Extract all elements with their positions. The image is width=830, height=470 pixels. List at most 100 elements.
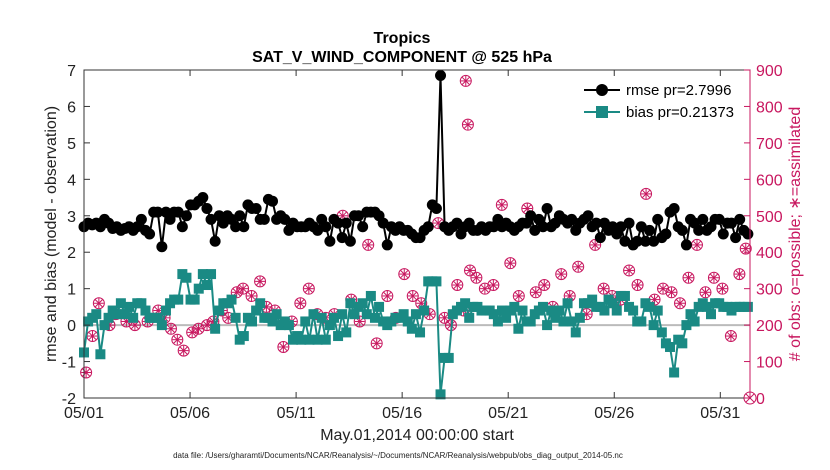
bias-point <box>628 305 639 316</box>
bias-point <box>91 309 102 320</box>
bias-point <box>283 320 294 331</box>
bias-point <box>636 316 647 327</box>
rmse-point <box>430 202 442 214</box>
rmse-point <box>631 235 643 247</box>
obs-assimilated-point <box>699 286 712 299</box>
obs-assimilated-point <box>451 279 464 292</box>
rmse-point <box>594 232 606 244</box>
obs-assimilated-point <box>724 330 737 343</box>
x-tick-label: 05/31 <box>700 405 740 422</box>
bias-point <box>742 301 753 312</box>
obs-assimilated-point <box>370 337 383 350</box>
bias-point <box>300 316 311 327</box>
bias-point <box>337 309 348 320</box>
y-tick-label-right: 200 <box>756 318 783 335</box>
rmse-point <box>320 221 332 233</box>
x-tick-label: 05/06 <box>170 405 210 422</box>
obs-assimilated-point <box>538 279 551 292</box>
bias-point <box>509 301 520 312</box>
y-axis-label-right: # of obs: o=possible; ∗=assimilated <box>787 107 804 361</box>
bias-point <box>374 301 385 312</box>
y-tick-label-right: 0 <box>756 391 765 408</box>
bias-point <box>460 298 471 309</box>
rmse-point <box>623 217 635 229</box>
bias-point <box>689 316 700 327</box>
obs-assimilated-point <box>80 366 93 379</box>
obs-assimilated-point <box>555 268 568 281</box>
bias-point <box>251 305 262 316</box>
bias-point <box>501 312 512 323</box>
legend: rmse pr=2.7996 bias pr=0.21373 <box>578 76 744 124</box>
bias-point <box>685 309 696 320</box>
bias-point <box>656 327 667 338</box>
obs-assimilated-point <box>623 264 636 277</box>
bias-point <box>566 316 577 327</box>
rmse-point <box>176 221 188 233</box>
bias-point <box>341 327 352 338</box>
rmse-point <box>324 235 336 247</box>
bias-point <box>665 341 676 352</box>
y-tick-label: -1 <box>62 355 76 372</box>
rmse-point <box>525 210 537 222</box>
bias-point <box>271 309 282 320</box>
bias-point <box>316 312 327 323</box>
bias-point <box>648 320 659 331</box>
obs-assimilated-point <box>640 187 653 200</box>
obs-assimilated-point <box>237 282 250 295</box>
rmse-point <box>451 217 463 229</box>
bias-point <box>140 305 151 316</box>
obs-assimilated-point <box>177 344 190 357</box>
rmse-point <box>590 217 602 229</box>
bias-point <box>435 389 446 400</box>
bias-point <box>546 305 557 316</box>
bias-point <box>537 301 548 312</box>
bias-point <box>156 320 167 331</box>
rmse-point <box>717 228 729 240</box>
y-tick-label: 1 <box>67 282 76 299</box>
rmse-point <box>377 217 389 229</box>
bias-point <box>599 305 610 316</box>
obs-assimilated-point <box>597 282 610 295</box>
rmse-point <box>648 235 660 247</box>
bias-point <box>111 309 122 320</box>
obs-assimilated-point <box>487 279 500 292</box>
bias-point <box>496 305 507 316</box>
chart-title: Tropics <box>374 30 431 47</box>
obs-assimilated-point <box>381 289 394 302</box>
obs-assimilated-point <box>665 286 678 299</box>
bias-point <box>701 301 712 312</box>
x-axis-label: May.01,2014 00:00:00 start <box>320 427 514 444</box>
obs-assimilated-point <box>277 340 290 353</box>
bias-point <box>365 290 376 301</box>
obs-possible-point <box>461 118 474 131</box>
chart-subtitle: SAT_V_WIND_COMPONENT @ 525 hPa <box>252 49 552 66</box>
bias-point <box>296 334 307 345</box>
bias-point <box>464 312 475 323</box>
rmse-point <box>279 213 291 225</box>
bias-point <box>173 294 184 305</box>
bias-point <box>443 352 454 363</box>
y-tick-label-right: 600 <box>756 172 783 189</box>
obs-assimilated-point <box>294 297 307 310</box>
rmse-point <box>156 241 168 253</box>
bias-point <box>644 301 655 312</box>
bias-point <box>410 309 421 320</box>
obs-assimilated-point <box>302 282 315 295</box>
rmse-point <box>668 202 680 214</box>
bias-point <box>160 305 171 316</box>
y-tick-label-right: 700 <box>756 136 783 153</box>
rmse-point <box>541 202 553 214</box>
rmse-point <box>566 213 578 225</box>
rmse-point <box>635 221 647 233</box>
rmse-point <box>730 232 742 244</box>
bias-point <box>119 309 130 320</box>
bias-point <box>267 316 278 327</box>
y-tick-label: 7 <box>67 63 76 80</box>
obs-assimilated-point <box>495 198 508 211</box>
bias-point <box>230 312 241 323</box>
legend-rmse-marker <box>596 84 608 96</box>
bias-point <box>517 305 528 316</box>
bias-point <box>238 331 249 342</box>
rmse-point <box>201 202 213 214</box>
rmse-point <box>340 217 352 229</box>
